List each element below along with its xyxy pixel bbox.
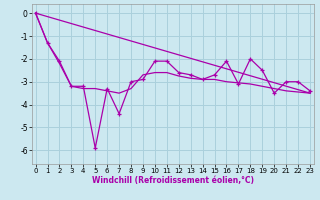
X-axis label: Windchill (Refroidissement éolien,°C): Windchill (Refroidissement éolien,°C) <box>92 176 254 185</box>
